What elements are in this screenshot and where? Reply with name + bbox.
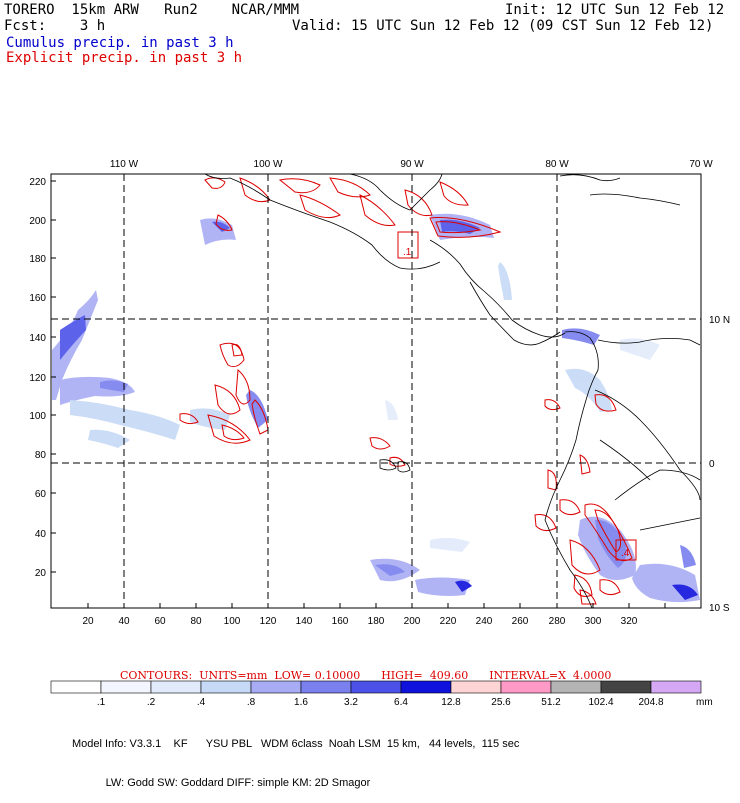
legend-swatch: [550, 680, 602, 694]
lat-label-0: 0: [709, 459, 715, 470]
init-time: Init: 12 UTC Sun 12 Feb 12: [505, 2, 725, 18]
lat-label-10n: 10 N: [709, 315, 730, 326]
valid-time: Valid: 15 UTC Sun 12 Feb 12 (09 CST Sun …: [292, 18, 714, 34]
x-tick-200: 200: [404, 616, 421, 627]
y-tick-20: 20: [35, 568, 47, 579]
legend-swatch: [200, 680, 252, 694]
legend-label: 51.2: [541, 697, 561, 708]
x-tick-180: 180: [368, 616, 385, 627]
legend-swatch: [50, 680, 102, 694]
legend-label: 102.4: [588, 697, 614, 708]
contours-info: CONTOURS: UNITS=mm LOW= 0.10000 HIGH= 40…: [120, 669, 612, 682]
x-tick-40: 40: [118, 616, 130, 627]
cumulus-precip-shading: [52, 213, 700, 603]
x-tick-280: 280: [549, 616, 566, 627]
legend-swatch: [500, 680, 552, 694]
lon-label-70w: 70 W: [689, 159, 713, 170]
legend-unit: mm: [696, 697, 713, 708]
graticule: [51, 174, 701, 608]
x-tick-240: 240: [476, 616, 493, 627]
legend-swatch: [250, 680, 302, 694]
legend-label: 12.8: [441, 697, 461, 708]
model-info-line2: LW: Godd SW: Goddard DIFF: simple KM: 2D…: [72, 777, 371, 789]
legend-label: .8: [246, 697, 256, 708]
y-tick-100: 100: [29, 411, 46, 422]
legend-swatch: [150, 680, 202, 694]
x-tick-260: 260: [512, 616, 529, 627]
x-tick-20: 20: [82, 616, 94, 627]
axis-ticks: [51, 180, 702, 608]
y-tick-120: 120: [29, 373, 46, 384]
model-info: Model Info: V3.3.1 KF YSU PBL WDM 6class…: [72, 712, 519, 803]
y-tick-60: 60: [35, 489, 47, 500]
precip-color-legend: [50, 680, 702, 694]
legend-swatch: [650, 680, 702, 694]
x-tick-100: 100: [224, 616, 241, 627]
legend-label: .1: [96, 697, 106, 708]
legend-label: .2: [146, 697, 156, 708]
x-tick-220: 220: [440, 616, 457, 627]
lon-label-100w: 100 W: [254, 159, 283, 170]
legend-label: 25.6: [491, 697, 511, 708]
lat-label-10s: 10 S: [709, 603, 730, 614]
min-marker-label: .4: [621, 548, 630, 559]
x-tick-60: 60: [154, 616, 166, 627]
max-marker-label: .1: [403, 247, 412, 258]
y-tick-40: 40: [35, 529, 47, 540]
legend-label: 204.8: [638, 697, 664, 708]
explicit-label: Explicit precip. in past 3 h: [6, 50, 243, 66]
lon-label-90w: 90 W: [400, 159, 424, 170]
legend-swatch: [100, 680, 152, 694]
model-title: TORERO 15km ARW Run2 NCAR/MMM: [4, 2, 300, 18]
y-tick-200: 200: [29, 216, 46, 227]
y-tick-220: 220: [29, 177, 46, 188]
legend-label: 6.4: [394, 697, 408, 708]
x-tick-140: 140: [296, 616, 313, 627]
x-tick-300: 300: [585, 616, 602, 627]
y-tick-160: 160: [29, 293, 46, 304]
lon-label-80w: 80 W: [545, 159, 569, 170]
legend-swatch: [600, 680, 652, 694]
legend-swatch: [450, 680, 502, 694]
y-tick-80: 80: [35, 450, 47, 461]
map-figure: 110 W 100 W 90 W 80 W 70 W 10 N 0 10 S 2…: [29, 159, 730, 694]
x-tick-320: 320: [621, 616, 638, 627]
legend-swatch: [400, 680, 452, 694]
x-tick-120: 120: [260, 616, 277, 627]
x-tick-80: 80: [190, 616, 202, 627]
legend-label: 3.2: [344, 697, 358, 708]
cumulus-label: Cumulus precip. in past 3 h: [6, 35, 234, 51]
forecast-hour: Fcst: 3 h: [4, 18, 106, 34]
legend-label: 1.6: [294, 697, 308, 708]
legend-swatch: [350, 680, 402, 694]
legend-label: .4: [196, 697, 206, 708]
explicit-precip-contours: [179, 177, 637, 605]
y-tick-180: 180: [29, 254, 46, 265]
lon-label-110w: 110 W: [110, 159, 139, 170]
legend-swatch: [300, 680, 352, 694]
x-tick-160: 160: [332, 616, 349, 627]
y-tick-140: 140: [29, 333, 46, 344]
coastlines: [204, 173, 701, 609]
